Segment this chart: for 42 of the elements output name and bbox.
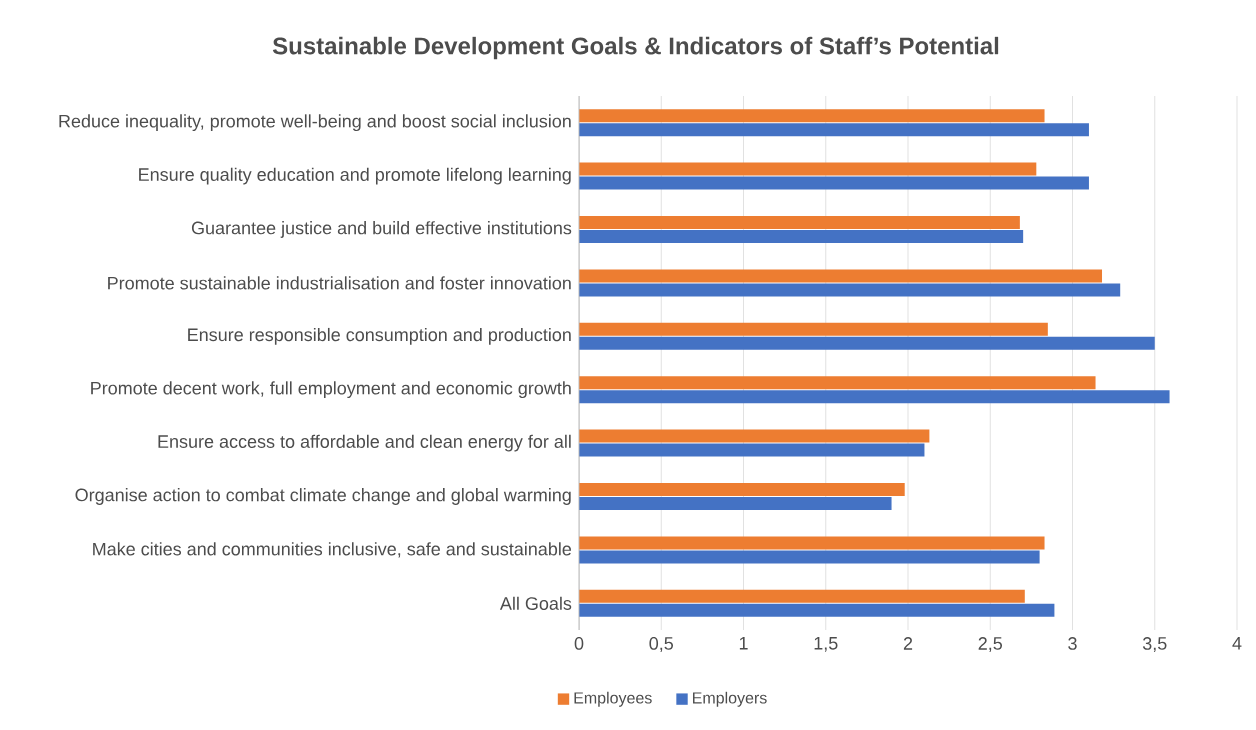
y-tick-label: Organise action to combat climate change and global warming xyxy=(75,488,571,505)
legend-label: Employees xyxy=(574,691,652,707)
y-tick-label: Ensure access to affordable and clean energy for all xyxy=(158,434,571,452)
bar xyxy=(579,283,1121,297)
bar xyxy=(579,162,1037,176)
x-tick-label: 1,5 xyxy=(814,637,838,652)
x-tick-label: 0 xyxy=(574,637,584,650)
bar xyxy=(579,536,1045,550)
y-tick-label: Ensure quality education and promote lifelong learning xyxy=(139,167,571,185)
x-tick-label: 2,5 xyxy=(978,637,1003,652)
y-tick-label: Promote sustainable industrialisation and foster innovation xyxy=(108,276,571,290)
legend-label: Employers xyxy=(693,691,767,707)
bar xyxy=(579,336,1155,350)
y-tick-label: Guarantee justice and build effective institutions xyxy=(191,221,572,238)
x-tick-label: 3,5 xyxy=(1142,637,1167,652)
bar xyxy=(579,589,1025,603)
x-tick-label: 4 xyxy=(1232,637,1242,650)
bar xyxy=(579,322,1048,336)
bar xyxy=(579,376,1096,390)
bar xyxy=(579,483,905,497)
bar xyxy=(579,230,1024,244)
y-tick-label: All Goals xyxy=(499,596,572,610)
y-tick-label: Make cities and communities inclusive, safe and sustainable xyxy=(93,542,572,558)
x-tick-label: 3 xyxy=(1068,637,1077,650)
bar xyxy=(579,269,1103,283)
bar xyxy=(579,123,1089,137)
x-tick-label: 2 xyxy=(903,637,913,650)
bar xyxy=(579,550,1040,564)
bar xyxy=(579,390,1170,404)
x-tick-label: 1 xyxy=(739,637,748,650)
y-tick-label: Ensure responsible consumption and production xyxy=(188,327,571,345)
bar xyxy=(579,176,1089,190)
bar xyxy=(579,109,1045,123)
chart-title: Sustainable Development Goals & Indicators of Staff’s Potential xyxy=(272,36,999,60)
bar xyxy=(579,497,892,511)
bar xyxy=(579,429,930,443)
bar xyxy=(579,216,1020,230)
y-tick-label: Reduce inequality, promote well-being and boost social inclusion xyxy=(59,114,571,132)
bar xyxy=(579,443,925,457)
y-tick-label: Promote decent work, full employment and economic growth xyxy=(91,381,571,399)
bar xyxy=(579,603,1055,617)
x-tick-label: 0,5 xyxy=(649,637,674,652)
